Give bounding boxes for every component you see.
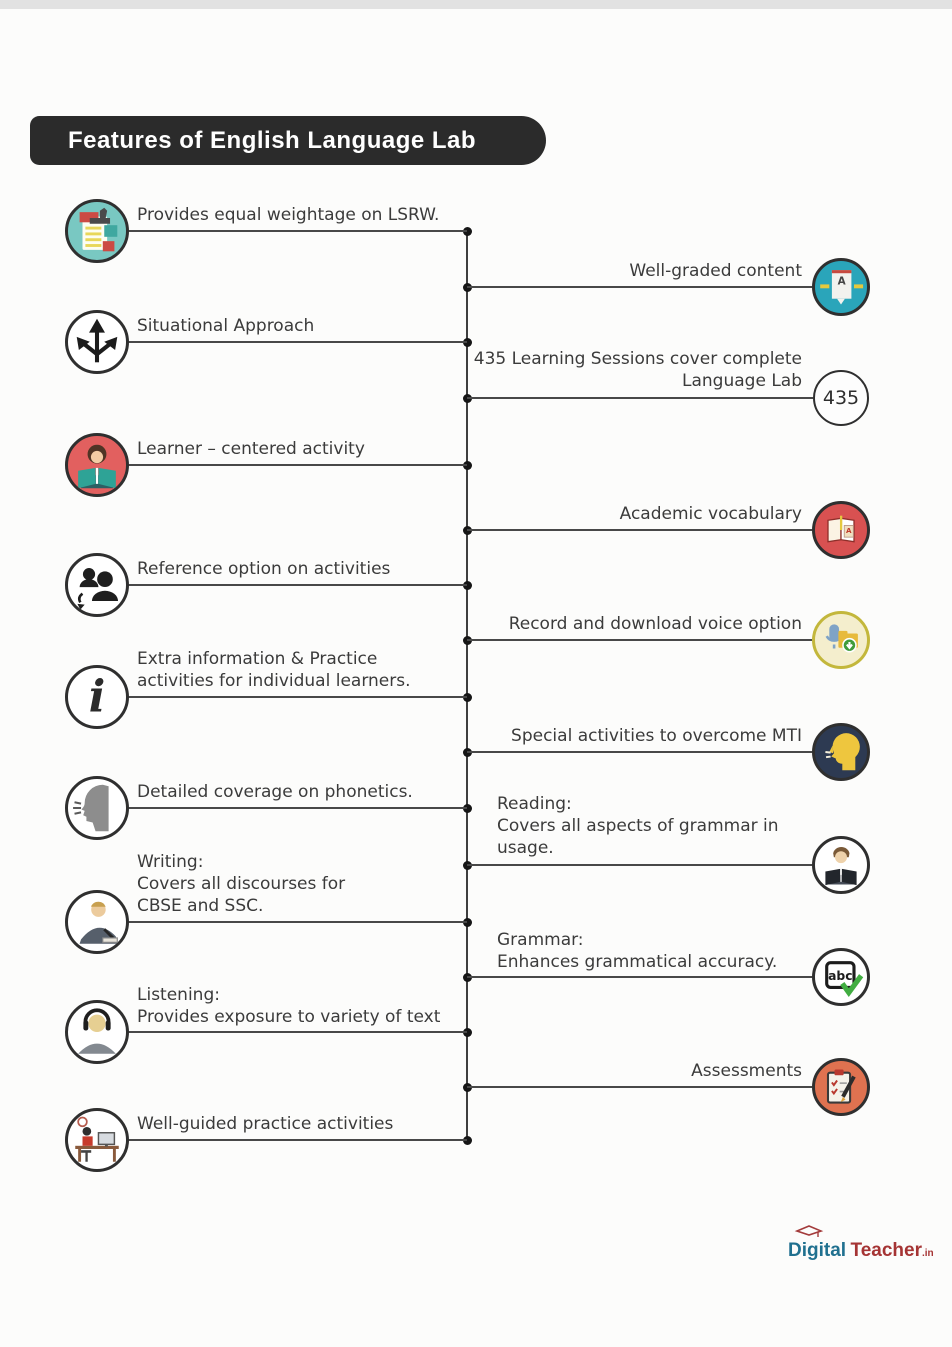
feature-label-line: Special activities to overcome MTI: [511, 726, 802, 746]
feature-label-line: Writing:: [137, 852, 204, 872]
junction-dot: [462, 460, 472, 470]
top-edge-strip: [0, 0, 952, 9]
feature-label-line: Record and download voice option: [508, 614, 802, 634]
brand-word-tld: .in: [921, 1248, 934, 1259]
reading-boy-icon: [812, 836, 870, 894]
feature-label-line: 435 Learning Sessions cover complete: [473, 349, 802, 369]
feature-label-line: CBSE and SSC.: [137, 896, 264, 916]
feature-label: Detailed coverage on phonetics.: [137, 781, 413, 803]
svg-text:A: A: [846, 526, 852, 535]
brand-logo-text: Digital Teacher.in: [788, 1240, 934, 1262]
connector-line: [467, 286, 812, 288]
feature-label-line: Extra information & Practice: [137, 649, 378, 669]
junction-dot: [462, 1135, 472, 1145]
feature-label-line: usage.: [497, 838, 554, 858]
feature-label: Extra information & Practice activities …: [137, 648, 411, 692]
desk-practice-icon: [65, 1108, 129, 1172]
junction-dot: [462, 226, 472, 236]
junction-dot: [462, 337, 472, 347]
connector-line: [467, 976, 812, 978]
feature-label-line: Covers all aspects of grammar in: [497, 816, 779, 836]
learner-reading-icon: [65, 433, 129, 497]
feature-label: Record and download voice option: [509, 613, 802, 635]
feature-label-line: Listening:: [137, 985, 220, 1005]
feature-label-line: Language Lab: [682, 371, 802, 391]
junction-dot: [462, 1027, 472, 1037]
feature-label: Assessments: [691, 1060, 802, 1082]
graded-document-icon: A: [812, 258, 870, 316]
feature-label: Special activities to overcome MTI: [511, 725, 802, 747]
feature-label-line: Detailed coverage on phonetics.: [137, 782, 413, 802]
speaking-head-icon: [65, 776, 129, 840]
mti-head-icon: [812, 723, 870, 781]
feature-label: Well-guided practice activities: [137, 1113, 393, 1135]
feature-label: Learner – centered activity: [137, 438, 365, 460]
connector-line: [467, 639, 812, 641]
connector-line: [127, 1031, 467, 1033]
connector-line: [127, 584, 467, 586]
feature-label: Provides equal weightage on LSRW.: [137, 204, 439, 226]
feature-label-line: Provides exposure to variety of text: [137, 1007, 441, 1027]
feature-label: Situational Approach: [137, 315, 314, 337]
brand-word-digital: Digital: [788, 1240, 847, 1261]
feature-label-line: Assessments: [691, 1061, 802, 1081]
feature-label: Grammar: Enhances grammatical accuracy.: [497, 929, 777, 973]
connector-line: [127, 696, 467, 698]
connector-line: [467, 864, 812, 866]
connector-line: [127, 807, 467, 809]
svg-text:abc: abc: [828, 969, 852, 983]
connector-line: [467, 529, 812, 531]
branching-arrows-icon: [65, 310, 129, 374]
feature-label: Reading: Covers all aspects of grammar i…: [497, 793, 779, 859]
brand-word-teacher: Teacher: [850, 1240, 922, 1261]
feature-label-line: Learner – centered activity: [137, 439, 365, 459]
svg-text:i: i: [89, 672, 106, 723]
feature-label-line: activities for individual learners.: [137, 671, 411, 691]
connector-line: [127, 464, 467, 466]
junction-dot: [462, 692, 472, 702]
badge-435: 435: [813, 370, 869, 426]
connector-line: [127, 230, 467, 232]
feature-label-line: Enhances grammatical accuracy.: [497, 952, 778, 972]
feature-label: Listening: Provides exposure to variety …: [137, 984, 440, 1028]
feature-label-line: Well-graded content: [629, 261, 802, 281]
abc-check-icon: abc: [812, 948, 870, 1006]
writing-person-icon: [65, 890, 129, 954]
feature-label-line: Covers all discourses for: [137, 874, 346, 894]
feature-label: Writing: Covers all discourses for CBSE …: [137, 851, 345, 917]
feature-label-line: Grammar:: [497, 930, 584, 950]
feature-label: 435 Learning Sessions cover complete Lan…: [474, 348, 802, 392]
feature-label-line: Well-guided practice activities: [137, 1114, 394, 1134]
checklist-thumbs-up-icon: [65, 199, 129, 263]
info-icon: i: [65, 665, 129, 729]
vocabulary-book-icon: A: [812, 501, 870, 559]
junction-dot: [462, 580, 472, 590]
brand-logo: Digital Teacher.in: [788, 1222, 938, 1272]
assessment-clipboard-icon: [812, 1058, 870, 1116]
junction-dot: [462, 917, 472, 927]
headphones-person-icon: [65, 1000, 129, 1064]
connector-line: [127, 921, 467, 923]
page-title: Features of English Language Lab: [30, 116, 546, 165]
graduation-cap-icon: [794, 1225, 824, 1237]
people-share-icon: [65, 553, 129, 617]
connector-line: [467, 751, 812, 753]
connector-line: [467, 397, 813, 399]
svg-text:A: A: [838, 275, 846, 287]
connector-line: [127, 341, 467, 343]
record-download-icon: [812, 611, 870, 669]
feature-label: Well-graded content: [629, 260, 802, 282]
timeline-spine: [466, 231, 468, 1141]
connector-line: [127, 1139, 467, 1141]
feature-label: Reference option on activities: [137, 558, 390, 580]
feature-label-line: Reference option on activities: [137, 559, 391, 579]
feature-label-line: Academic vocabulary: [619, 504, 802, 524]
feature-label-line: Provides equal weightage on LSRW.: [137, 205, 440, 225]
connector-line: [467, 1086, 812, 1088]
feature-label-line: Reading:: [497, 794, 572, 814]
feature-label: Academic vocabulary: [620, 503, 802, 525]
feature-label-line: Situational Approach: [137, 316, 315, 336]
junction-dot: [462, 803, 472, 813]
